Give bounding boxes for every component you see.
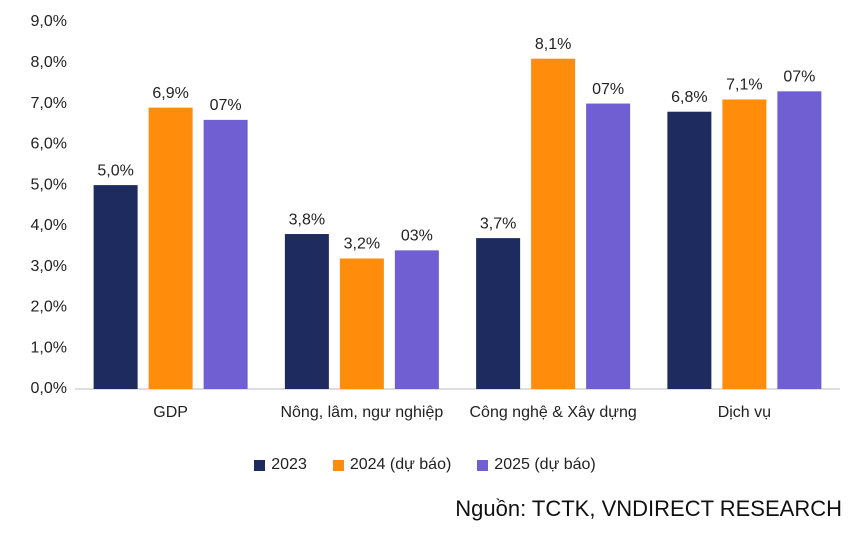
- data-label: 3,2%: [344, 236, 380, 253]
- legend: 2023 2024 (dự báo) 2025 (dự báo): [0, 456, 850, 474]
- bar: [93, 185, 138, 389]
- data-label: 07%: [592, 81, 624, 98]
- data-label: 5,0%: [97, 162, 133, 179]
- bar: [722, 99, 767, 389]
- data-label: 6,8%: [671, 89, 707, 106]
- data-label: 8,1%: [535, 36, 571, 53]
- legend-label: 2025 (dự báo): [494, 456, 596, 473]
- bar: [777, 91, 822, 390]
- bar: [148, 107, 193, 389]
- data-label: 7,1%: [726, 77, 762, 94]
- bar: [284, 234, 329, 389]
- y-tick-label: 3,0%: [31, 258, 67, 275]
- x-tick-label: Dịch vụ: [717, 404, 772, 421]
- x-tick-label: GDP: [153, 404, 188, 421]
- data-label: 07%: [210, 97, 242, 114]
- bar: [586, 103, 631, 390]
- data-label: 07%: [783, 69, 815, 86]
- y-tick-label: 2,0%: [31, 299, 67, 316]
- legend-swatch: [477, 459, 489, 471]
- legend-label: 2024 (dự báo): [349, 456, 452, 473]
- data-label: 3,7%: [480, 215, 516, 232]
- legend-item: 2024 (dự báo): [332, 456, 452, 474]
- y-tick-label: 9,0%: [31, 13, 67, 30]
- y-tick-label: 0,0%: [31, 380, 67, 397]
- x-tick-label: Công nghệ & Xây dựng: [469, 404, 637, 421]
- bar: [667, 111, 712, 389]
- y-tick-label: 1,0%: [31, 339, 67, 356]
- y-tick-label: 8,0%: [31, 54, 67, 71]
- bar: [203, 119, 248, 389]
- data-label: 6,9%: [152, 85, 188, 102]
- bar: [394, 250, 439, 389]
- legend-label: 2023: [271, 456, 307, 473]
- data-label: 03%: [401, 228, 433, 245]
- y-tick-label: 4,0%: [31, 217, 67, 234]
- legend-item: 2025 (dự báo): [477, 456, 596, 474]
- y-tick-label: 6,0%: [31, 136, 67, 153]
- bar: [531, 58, 576, 389]
- legend-swatch: [332, 459, 344, 471]
- x-tick-label: Nông, lâm, ngư nghiệp: [280, 404, 444, 421]
- y-tick-label: 7,0%: [31, 95, 67, 112]
- source-note: Nguồn: TCTK, VNDIRECT RESEARCH: [455, 496, 842, 521]
- legend-item: 2023: [254, 456, 307, 474]
- legend-swatch: [254, 459, 266, 471]
- bar: [339, 258, 384, 389]
- y-tick-label: 5,0%: [31, 176, 67, 193]
- data-label: 3,8%: [289, 211, 325, 228]
- bar: [476, 238, 521, 389]
